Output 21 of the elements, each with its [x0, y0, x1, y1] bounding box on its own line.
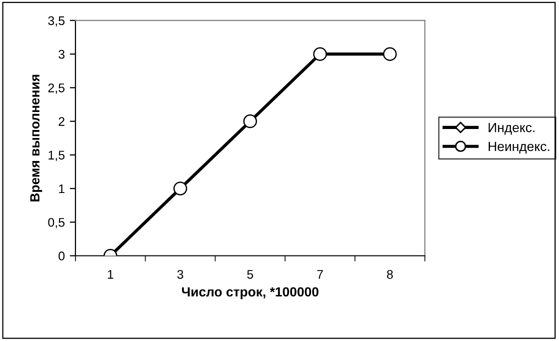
point [383, 47, 397, 61]
point [313, 47, 327, 61]
y-tick-label: 0,5 [48, 218, 65, 228]
y-tick-label: 2,5 [48, 83, 65, 94]
y-axis-title: Время выполнения [30, 74, 42, 202]
y-tick-label: 2 [58, 117, 64, 126]
x-axis-title: Число строк, *100000 [182, 287, 318, 300]
y-tick-label: 1 [59, 184, 64, 194]
y-tick-label: 0 [58, 252, 65, 260]
y-tick-label: 1,5 [48, 150, 65, 162]
y-tick-label: 3 [58, 50, 64, 59]
legend-label: Неиндекс. [488, 142, 550, 154]
x-tick-label: 7 [317, 270, 323, 279]
x-tick-label: 5 [247, 270, 254, 279]
point [173, 182, 188, 196]
x-tick-label: 8 [386, 270, 393, 279]
x-tick-label: 3 [177, 270, 184, 279]
y-tick-label: 3,5 [48, 16, 65, 27]
point [243, 114, 258, 128]
x-tick-label: 1 [108, 270, 114, 279]
legend-label: Индекс. [488, 122, 534, 135]
